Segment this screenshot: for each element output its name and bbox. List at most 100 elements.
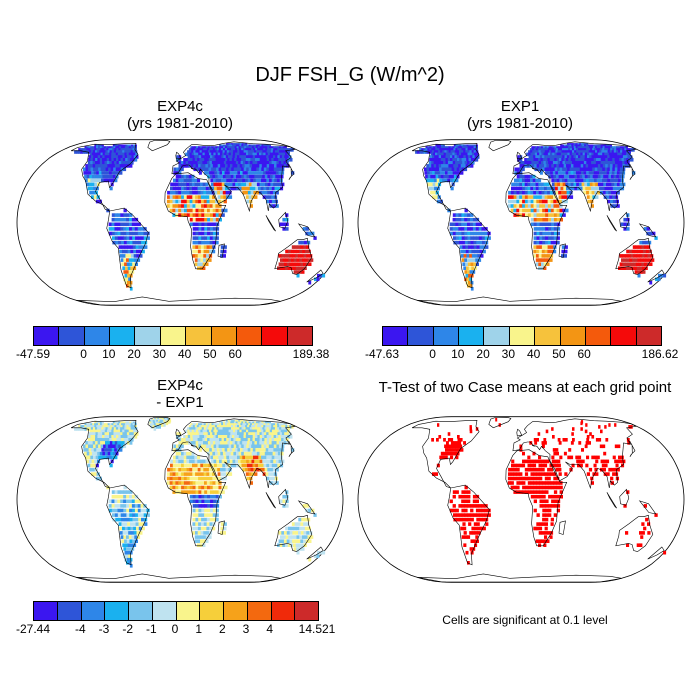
grid-cell: [625, 254, 629, 258]
grid-cell: [259, 174, 263, 179]
grid-cell: [549, 167, 553, 172]
coastline-uk: [516, 428, 523, 437]
grid-cell: [242, 161, 246, 165]
grid-cell: [178, 463, 182, 468]
grid-cell: [479, 245, 483, 249]
grid-cell: [128, 531, 132, 535]
grid-cell: [282, 227, 286, 231]
grid-cell: [265, 425, 268, 429]
grid-cell: [575, 146, 578, 150]
grid-cell: [425, 146, 428, 150]
grid-cell: [618, 178, 622, 183]
grid-cell: [94, 174, 98, 179]
grid-cell: [247, 148, 250, 152]
grid-cell: [592, 195, 596, 199]
grid-cell: [547, 190, 551, 195]
grid-cell: [120, 444, 124, 449]
grid-cell: [631, 266, 635, 270]
grid-cell: [593, 463, 597, 468]
grid-cell: [212, 425, 216, 429]
grid-cell: [539, 155, 543, 159]
grid-cell: [260, 427, 263, 431]
grid-cell: [597, 152, 601, 157]
grid-cell: [80, 425, 83, 429]
grid-cell: [519, 158, 523, 162]
grid-cell: [175, 208, 179, 213]
grid-cell: [517, 155, 520, 159]
grid-cell: [269, 164, 272, 168]
grid-cell: [546, 150, 550, 154]
grid-cell: [95, 164, 98, 168]
grid-cell: [252, 435, 256, 439]
grid-cell: [233, 438, 237, 442]
grid-cell: [99, 435, 103, 439]
grid-cell: [239, 425, 242, 429]
grid-cell: [199, 435, 203, 439]
grid-cell: [230, 186, 234, 191]
grid-cell: [220, 526, 224, 531]
colorbar-swatch: [34, 327, 60, 345]
grid-cell: [296, 258, 300, 262]
grid-cell: [563, 171, 566, 175]
grid-cell: [473, 148, 476, 152]
grid-cell: [289, 435, 293, 439]
grid-cell: [186, 481, 191, 485]
grid-cell: [456, 146, 459, 150]
grid-cell: [218, 217, 222, 222]
grid-cell: [433, 150, 437, 154]
grid-cell: [538, 150, 541, 154]
grid-cell: [568, 158, 571, 162]
grid-cell: [304, 240, 308, 245]
grid-cell: [458, 494, 462, 499]
grid-cell: [226, 427, 230, 431]
grid-cell: [189, 499, 194, 504]
coastline-japan: [629, 163, 636, 180]
grid-cell: [196, 146, 199, 150]
grid-cell: [559, 167, 563, 172]
grid-cell: [100, 425, 103, 429]
grid-cell: [543, 262, 547, 266]
grid-cell: [484, 231, 488, 236]
grid-cell: [519, 481, 523, 485]
grid-cell: [236, 451, 239, 456]
grid-cell: [471, 146, 474, 150]
grid-cell: [254, 451, 258, 456]
grid-cell: [187, 158, 191, 162]
grid-cell: [204, 429, 208, 434]
grid-cell: [195, 208, 199, 213]
grid-cell: [99, 174, 103, 179]
grid-cell: [128, 146, 132, 150]
grid-cell: [226, 150, 230, 154]
grid-cell: [621, 146, 625, 150]
grid-cell: [204, 217, 208, 222]
grid-cell: [243, 167, 247, 172]
colorbar-swatch: [135, 327, 161, 345]
grid-cell: [440, 161, 444, 165]
grid-cell: [424, 167, 427, 172]
grid-cell: [277, 174, 281, 179]
grid-cell: [185, 158, 189, 162]
grid-cell: [187, 427, 190, 431]
grid-cell: [513, 199, 517, 204]
grid-cell: [233, 425, 236, 429]
grid-cell: [627, 164, 631, 168]
grid-cell: [285, 499, 289, 504]
grid-cell: [426, 167, 430, 172]
grid-cell: [258, 444, 262, 449]
grid-cell: [183, 472, 188, 476]
grid-cell: [565, 171, 569, 175]
grid-cell: [238, 158, 242, 162]
grid-cell: [119, 146, 122, 150]
grid-cell: [289, 254, 293, 258]
grid-cell: [195, 217, 199, 222]
grid-cell: [643, 227, 647, 231]
grid-cell: [538, 186, 542, 191]
grid-cell: [121, 423, 124, 427]
grid-cell: [212, 249, 216, 254]
grid-cell: [208, 258, 212, 262]
grid-cell: [200, 254, 204, 258]
grid-cell: [124, 148, 127, 152]
grid-cell: [533, 190, 537, 195]
grid-cell: [628, 148, 631, 152]
coastline-sumatra: [265, 492, 276, 509]
